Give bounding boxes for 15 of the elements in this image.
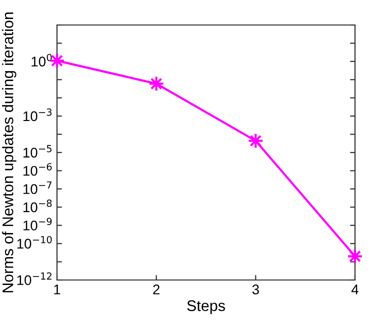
x-axis-title: Steps — [187, 300, 225, 314]
x-tick-label: 2 — [153, 284, 160, 294]
y-tick-label: 10$^{−9}$ — [23, 218, 52, 230]
y-tick-label: 10$^{−10}$ — [17, 236, 52, 249]
y-tick-label: 10$^{−6}$ — [23, 163, 52, 176]
y-tick-label: 10$^{0}$ — [32, 54, 52, 66]
y-axis-title: Norms of Newton updates during iteration — [2, 12, 16, 292]
x-tick-label: 3 — [252, 284, 259, 294]
y-tick-label: 10$^{−3}$ — [23, 108, 52, 122]
x-tick-label: 4 — [351, 284, 358, 294]
x-tick-label: 1 — [54, 284, 60, 294]
y-tick-label: 10$^{−8}$ — [23, 200, 52, 212]
y-tick-label: 10$^{−5}$ — [23, 145, 52, 158]
y-tick-label: 10$^{−7}$ — [23, 181, 52, 194]
y-tick-label: 10$^{−12}$ — [17, 272, 52, 286]
